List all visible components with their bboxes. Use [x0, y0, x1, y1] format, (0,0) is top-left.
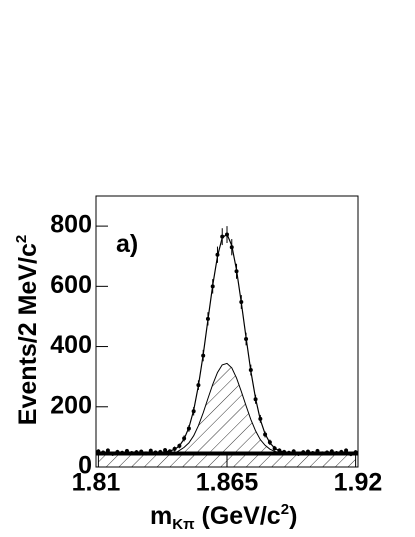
y-tick-label: 600 [50, 271, 92, 299]
annotation: a) [116, 230, 138, 258]
y-tick-label: 400 [50, 331, 92, 359]
y-label-main: Events/2 MeV/c [14, 243, 42, 425]
data-point [315, 449, 320, 454]
hatched-component [97, 362, 357, 468]
y-label-sup: 2 [13, 235, 30, 243]
data-point [105, 448, 110, 453]
x-tick-label: 1.92 [334, 469, 383, 497]
x-axis-label: mKπ (GeV/c2) [150, 501, 297, 533]
x-label-main: m [150, 502, 172, 530]
x-tick-label: 1.81 [72, 469, 121, 497]
x-label-sub: Kπ [172, 516, 195, 533]
data-point [344, 448, 349, 453]
y-tick-label: 0 [78, 452, 92, 480]
x-label-rest: (GeV/c [195, 502, 281, 530]
y-tick-label: 800 [50, 211, 92, 239]
x-label-end: ) [289, 502, 297, 530]
data-point [148, 448, 153, 453]
x-label-sup: 2 [281, 501, 289, 518]
data-point [329, 449, 334, 454]
x-tick-label: 1.865 [196, 469, 259, 497]
y-tick-label: 200 [50, 391, 92, 419]
y-axis-label: Events/2 MeV/c2 [13, 235, 42, 425]
